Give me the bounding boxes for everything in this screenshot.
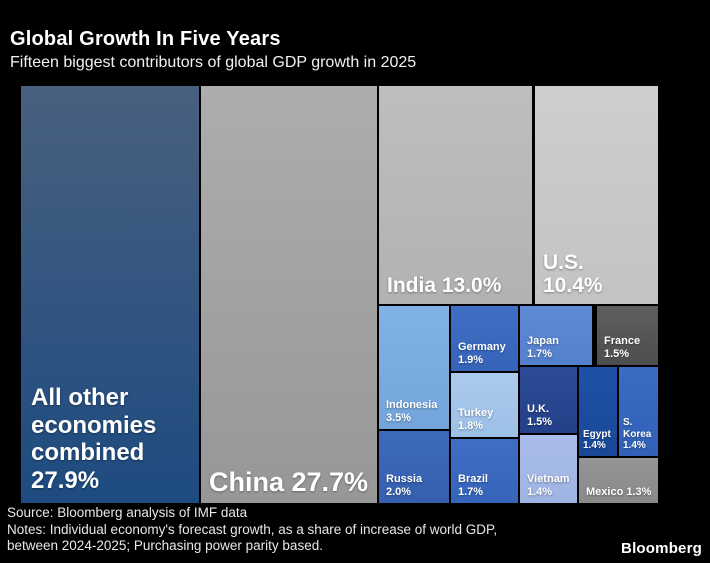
treemap: All other economies combined 27.9% China… bbox=[21, 86, 658, 503]
tile-value: 1.9% bbox=[458, 353, 484, 366]
treemap-tile-germany: Germany 1.9% bbox=[451, 306, 518, 371]
treemap-tile-mexico: Mexico 1.3% bbox=[579, 458, 658, 503]
chart-title: Global Growth In Five Years bbox=[10, 28, 281, 50]
treemap-tile-s-korea: S. Korea 1.4% bbox=[619, 367, 658, 456]
notes-line-1: Notes: Individual economy's forecast gro… bbox=[7, 521, 498, 537]
footer: Source: Bloomberg analysis of IMF data N… bbox=[7, 505, 703, 555]
tile-label: Germany bbox=[458, 341, 506, 354]
treemap-tile-russia: Russia 2.0% bbox=[379, 431, 449, 503]
tile-value: 1.7% bbox=[458, 485, 484, 498]
tile-value: 1.5% bbox=[527, 415, 553, 428]
treemap-tile-indonesia: Indonesia 3.5% bbox=[379, 306, 449, 429]
tile-value: 1.5% bbox=[604, 347, 630, 360]
tile-value: 1.4% bbox=[583, 439, 606, 451]
tile-label: S. bbox=[623, 417, 633, 429]
tile-label: Korea bbox=[623, 428, 652, 440]
treemap-tile-uk: U.K. 1.5% bbox=[520, 367, 577, 433]
treemap-tile-us: U.S. 10.4% bbox=[535, 86, 658, 304]
tile-label: U.K. bbox=[527, 403, 549, 416]
tile-label: China 27.7% bbox=[209, 466, 369, 497]
treemap-tile-brazil: Brazil 1.7% bbox=[451, 439, 518, 503]
treemap-tile-vietnam: Vietnam 1.4% bbox=[520, 435, 577, 503]
treemap-tile-japan: Japan 1.7% bbox=[520, 306, 592, 365]
treemap-tile-egypt: Egypt 1.4% bbox=[579, 367, 617, 456]
tile-value: 1.7% bbox=[527, 347, 553, 360]
tile-label: Mexico 1.3% bbox=[586, 485, 652, 498]
treemap-tile-china: China 27.7% bbox=[201, 86, 377, 503]
tile-label: Turkey bbox=[458, 407, 494, 420]
tile-value: 1.8% bbox=[458, 419, 484, 432]
bloomberg-logo: Bloomberg bbox=[621, 540, 702, 557]
tile-label: U.S. bbox=[543, 250, 584, 274]
notes-line-2: between 2024-2025; Purchasing power pari… bbox=[7, 538, 323, 553]
tile-value: 27.9% bbox=[31, 467, 100, 495]
tile-label: economies bbox=[31, 411, 157, 439]
tile-label: All other bbox=[31, 383, 129, 411]
tile-label: Japan bbox=[527, 335, 559, 348]
tile-label: Indonesia bbox=[386, 399, 438, 412]
tile-value: 1.4% bbox=[623, 439, 646, 451]
tile-label: France bbox=[604, 335, 641, 348]
tile-label: Vietnam bbox=[527, 473, 570, 486]
tile-label: Brazil bbox=[458, 473, 488, 486]
source-note: Source: Bloomberg analysis of IMF data bbox=[7, 505, 248, 520]
tile-value: 2.0% bbox=[386, 485, 412, 498]
tile-label: Russia bbox=[386, 473, 423, 486]
treemap-tile-all-other-economies: All other economies combined 27.9% bbox=[21, 86, 199, 503]
tile-label: India 13.0% bbox=[387, 274, 502, 298]
tile-value: 10.4% bbox=[543, 274, 603, 298]
treemap-tile-india: India 13.0% bbox=[379, 86, 532, 304]
tile-label: Egypt bbox=[583, 428, 611, 440]
tile-label: combined bbox=[31, 439, 145, 467]
treemap-tile-france: France 1.5% bbox=[597, 306, 658, 365]
tile-value: 1.4% bbox=[527, 485, 553, 498]
tile-value: 3.5% bbox=[386, 411, 412, 424]
chart-subtitle: Fifteen biggest contributors of global G… bbox=[10, 54, 417, 71]
treemap-tile-turkey: Turkey 1.8% bbox=[451, 373, 518, 437]
